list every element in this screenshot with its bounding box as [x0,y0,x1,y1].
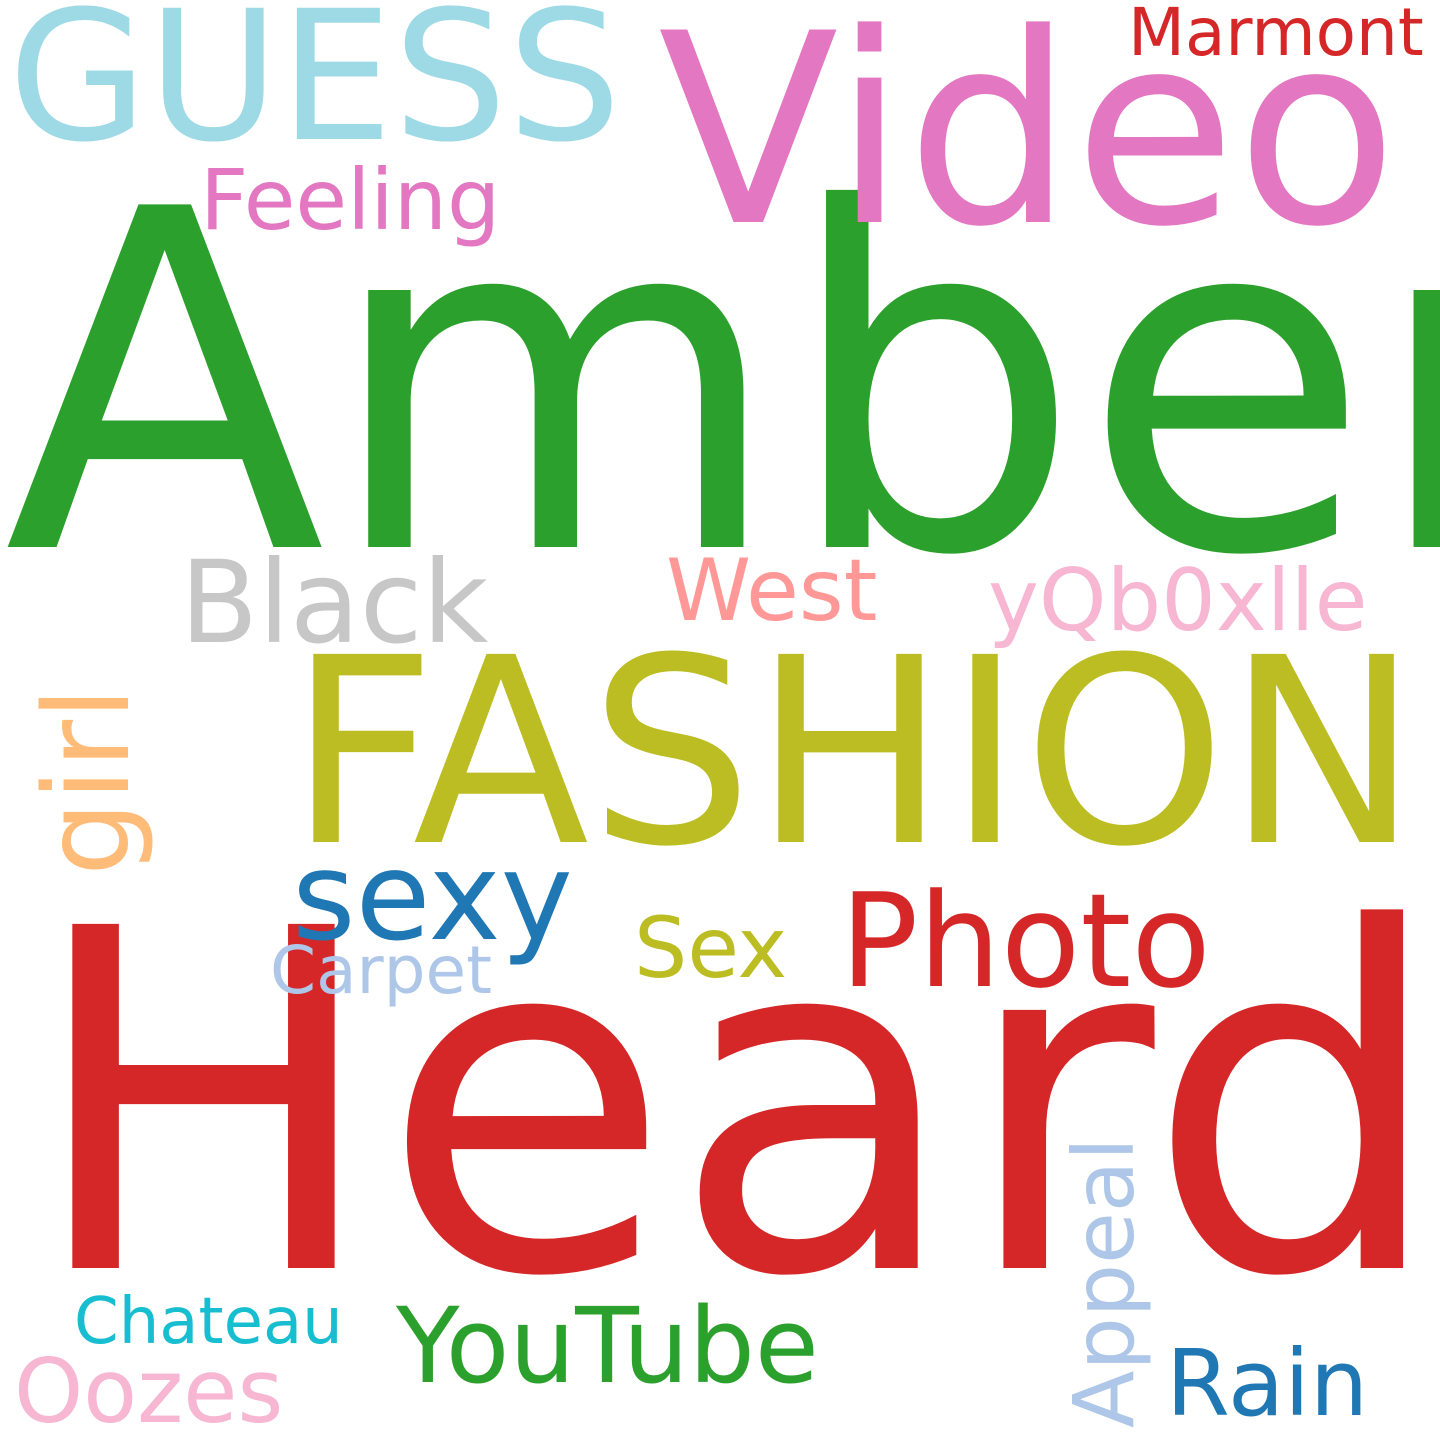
word-fashion: FASHION [288,603,1420,903]
word-video: Video [658,0,1398,285]
word-black: Black [180,536,489,669]
word-feeling: Feeling [200,151,501,249]
word-west: West [666,541,878,641]
word-marmont: Marmont [1128,0,1424,71]
word-heard: Heard [26,831,1440,1380]
word-yqb0xlle: yQb0xlle [988,551,1368,651]
word-photo: Photo [840,865,1211,1017]
word-guess: GUESS [8,0,622,182]
word-oozes: Oozes [14,1340,284,1440]
word-sexy: sexy [292,826,573,968]
word-appeal: Appeal [1055,1137,1153,1428]
word-sex: Sex [634,899,788,997]
word-girl: girl [18,687,156,876]
word-youtube: YouTube [396,1285,819,1407]
word-amber: Amber [4,111,1440,658]
word-rain: Rain [1166,1330,1369,1437]
word-carpet: Carpet [270,932,493,1009]
word-chateau: Chateau [74,1285,343,1359]
